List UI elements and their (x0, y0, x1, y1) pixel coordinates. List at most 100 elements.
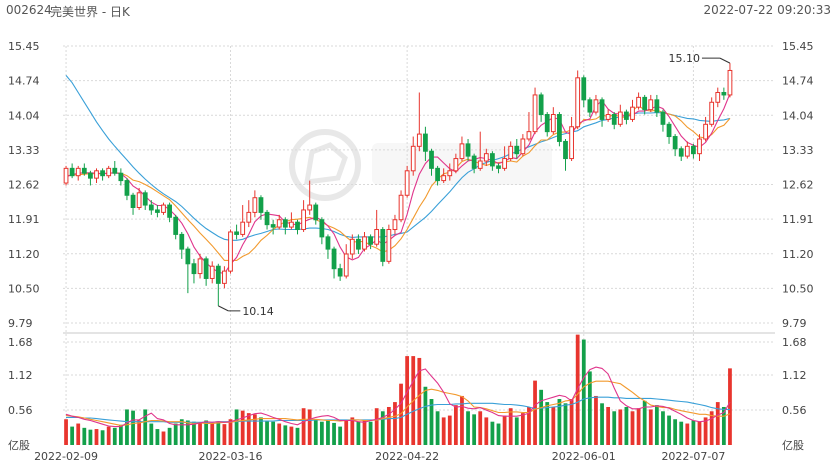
candle-body (410, 145, 416, 172)
candle-body (209, 265, 215, 279)
candle-body (197, 258, 203, 275)
candle-body (124, 180, 130, 196)
volume-bar (192, 421, 196, 445)
candle-body (282, 219, 288, 228)
volume-bar (715, 402, 720, 445)
candle-body (368, 236, 373, 245)
volume-bar (441, 417, 446, 445)
candle-body (508, 145, 514, 160)
candle-body (636, 96, 641, 108)
volume-bar (673, 419, 678, 445)
candle-body (325, 236, 331, 250)
volume-bar (240, 410, 245, 445)
volume-bar (295, 427, 300, 445)
candle-body (459, 143, 465, 160)
candle-body (691, 145, 696, 155)
volume-bar (703, 417, 708, 445)
volume-bar (106, 426, 111, 445)
volume-bar (143, 409, 148, 445)
volume-bar (533, 380, 537, 445)
watermark-logo (289, 129, 552, 201)
volume-bar (118, 424, 123, 445)
candle-body (264, 211, 270, 226)
volume-bar (508, 408, 513, 445)
candle-body (215, 265, 221, 284)
price-tick-label-right: 15.45 (782, 40, 814, 53)
volume-bar (131, 410, 135, 445)
volume-bar (179, 419, 184, 445)
candle-body (490, 153, 495, 167)
date-tick-label: 2022-04-22 (375, 450, 439, 463)
volume-tick-label-right: 亿股 (782, 439, 804, 452)
candle-body (593, 99, 599, 113)
volume-tick-label-left: 1.68 (8, 336, 33, 349)
price-tick-label-right: 13.33 (782, 144, 814, 157)
candle-body (715, 91, 721, 103)
volume-bar (636, 408, 641, 445)
volume-bar (642, 400, 647, 445)
candle-body (331, 248, 337, 270)
date-tick-label: 2022-06-01 (552, 450, 616, 463)
candle-body (684, 145, 690, 157)
volume-bar (259, 417, 263, 445)
candle-body (343, 253, 349, 277)
volume-bar (313, 419, 318, 445)
candle-body (136, 192, 142, 209)
candle-body (69, 167, 75, 177)
candle-body (295, 221, 300, 231)
volume-bar (654, 405, 659, 445)
candle-body (319, 219, 325, 238)
volume-bar (338, 426, 343, 445)
volume-bar (478, 411, 483, 445)
volume-bar (472, 414, 477, 445)
candle-body (666, 123, 672, 138)
candle-body (392, 219, 398, 231)
price-tick-label-right: 9.79 (782, 317, 807, 330)
volume-ma10-line (65, 380, 731, 426)
candle-body (605, 114, 611, 120)
candle-body (447, 170, 453, 177)
volume-bar (405, 356, 410, 445)
volume-series (64, 334, 732, 445)
volume-bar (246, 413, 251, 445)
volume-bar (514, 417, 519, 445)
price-tick-label-left: 12.62 (8, 179, 40, 192)
candle-body (386, 229, 392, 262)
candle-body (88, 172, 93, 179)
candle-body (404, 170, 410, 196)
volume-bar (429, 399, 434, 445)
volume-bar (228, 419, 233, 445)
volume-bar (82, 427, 87, 445)
volume-bar (319, 421, 324, 445)
volume-bar (374, 408, 379, 445)
volume-bar (721, 406, 726, 445)
candle-body (435, 167, 440, 182)
price-tick-label-right: 14.04 (782, 109, 814, 122)
volume-bar (447, 415, 452, 445)
candle-body (100, 170, 105, 177)
volume-bar (600, 403, 604, 445)
volume-bar (88, 429, 93, 445)
volume-bar (149, 423, 154, 445)
volume-bar (423, 386, 428, 445)
volume-bar (161, 431, 166, 445)
stock-code: 002624 (6, 3, 52, 17)
candle-body (356, 238, 361, 250)
volume-bar (460, 395, 464, 445)
volume-bar (490, 421, 495, 445)
volume-bar (728, 368, 732, 445)
volume-bar (289, 426, 294, 445)
candle-body (148, 204, 154, 211)
price-tick-label-left: 13.33 (8, 144, 40, 157)
date-tick-label: 2022-03-16 (199, 450, 263, 463)
candle-body (709, 101, 715, 125)
volume-bar (137, 420, 142, 445)
candle-body (660, 111, 666, 125)
volume-bar (606, 406, 611, 445)
volume-bar (557, 399, 562, 445)
volume-bar (484, 417, 489, 445)
volume-bar (167, 427, 172, 445)
candle-body (81, 167, 87, 174)
min-annotation-label: 10.14 (242, 305, 274, 318)
volume-bar (679, 421, 684, 445)
